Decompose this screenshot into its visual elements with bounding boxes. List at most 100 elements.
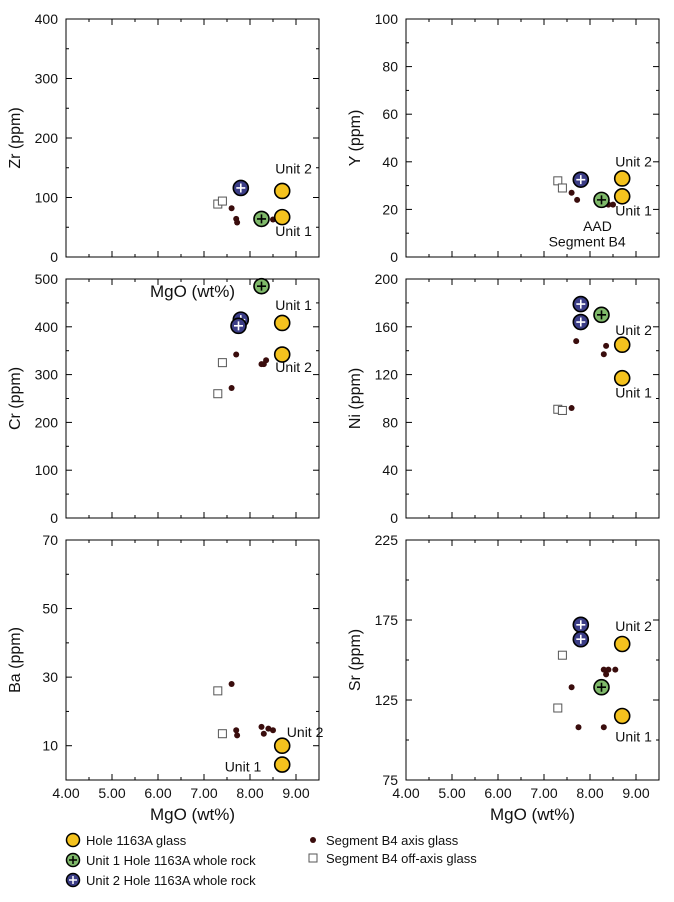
point-annotation: Unit 2 <box>287 724 324 740</box>
hole-glass-point <box>613 635 631 653</box>
x-tick-label: 6.00 <box>484 785 511 801</box>
x-tick-label: 7.00 <box>190 785 217 801</box>
axis-glass-point <box>568 189 575 196</box>
axis-glass-point <box>603 671 610 678</box>
point-annotation: Unit 1 <box>275 223 312 239</box>
hole-glass-point <box>273 208 291 226</box>
axis-glass-point <box>234 732 241 739</box>
axis-glass-point <box>270 727 276 734</box>
y-tick-label: 30 <box>42 669 58 685</box>
legend-item-unit2: Unit 2 Hole 1163A whole rock <box>64 872 256 888</box>
offaxis-glass-point <box>217 196 227 206</box>
hole-glass-point <box>273 756 291 773</box>
unit2-whole-rock-point <box>572 313 590 331</box>
y-tick-label: 200 <box>35 130 59 146</box>
offaxis-glass-point <box>557 650 567 660</box>
y-tick-label: 10 <box>42 738 58 754</box>
hole-glass-point <box>613 369 631 387</box>
x-tick-label: 9.00 <box>282 785 309 801</box>
axis-glass-point <box>612 666 619 673</box>
axis-glass-point <box>263 357 270 364</box>
y-tick-label: 40 <box>382 462 398 478</box>
unit2-whole-rock-point <box>230 317 247 335</box>
y-tick-label: 70 <box>42 532 58 548</box>
axis-glass-point <box>234 219 241 226</box>
point-annotation: AAD <box>583 218 612 234</box>
offaxis-glass-point <box>213 389 223 399</box>
y-tick-label: 120 <box>375 367 399 383</box>
plot-frame <box>65 539 320 781</box>
x-axis-label: MgO (wt%) <box>490 805 575 824</box>
y-tick-label: 300 <box>35 71 59 87</box>
axis-glass-point <box>600 666 607 673</box>
axis-glass-point <box>228 384 235 391</box>
y-tick-label: 0 <box>390 249 398 265</box>
y-tick-label: 100 <box>35 190 59 206</box>
legend-item-axis: Segment B4 axis glass <box>304 832 458 848</box>
y-tick-label: 200 <box>375 271 399 287</box>
x-tick-label: 8.00 <box>576 785 603 801</box>
y-tick-label: 80 <box>382 414 398 430</box>
legend-item-glass: Hole 1163A glass <box>64 832 186 848</box>
y-axis-label: Zr (ppm) <box>7 107 24 168</box>
axis-glass-point <box>258 723 265 730</box>
offaxis-glass-point <box>553 176 563 186</box>
point-annotation: Unit 1 <box>615 384 652 400</box>
unit1-whole-rock-point <box>253 277 270 295</box>
hole-glass-point <box>273 314 291 332</box>
y-tick-label: 200 <box>35 414 59 430</box>
axis-glass-point <box>603 342 610 349</box>
unit2-whole-rock-point <box>572 295 590 313</box>
y-tick-label: 160 <box>375 319 399 335</box>
axis-glass-point <box>568 405 575 412</box>
axis-glass-point <box>228 681 235 687</box>
y-tick-label: 125 <box>375 692 399 708</box>
axis-glass-point <box>575 724 582 731</box>
hole-glass-point <box>273 346 291 363</box>
y-axis-label: Y (ppm) <box>347 110 364 167</box>
hole-glass-point <box>613 707 631 725</box>
y-tick-label: 175 <box>375 612 399 628</box>
y-tick-label: 300 <box>35 367 59 383</box>
unit1-whole-rock-point <box>593 678 610 696</box>
axis-glass-point <box>605 666 612 673</box>
legend-label-axis: Segment B4 axis glass <box>326 832 459 848</box>
hole-glass-point <box>273 182 291 200</box>
point-annotation: Unit 1 <box>615 729 652 745</box>
x-tick-label: 6.00 <box>144 785 171 801</box>
y-tick-label: 100 <box>375 11 399 27</box>
x-tick-label: 4.00 <box>52 785 79 801</box>
point-annotation: Unit 2 <box>615 154 652 170</box>
panel-cr: 0 100 200 300 400 500 Cr (ppm) Unit 1 Unit 2 <box>7 271 320 526</box>
legend-label-offaxis: Segment B4 off-axis glass <box>326 850 477 866</box>
point-annotation: Unit 1 <box>275 297 312 313</box>
y-tick-label: 40 <box>382 154 398 170</box>
axis-glass-point <box>233 727 240 734</box>
axis-glass-point <box>574 196 581 203</box>
legend-label-unit2: Unit 2 Hole 1163A whole rock <box>86 872 256 888</box>
offaxis-glass-point <box>217 729 227 739</box>
x-tick-label: 7.00 <box>530 785 557 801</box>
hole-glass-point <box>273 737 291 755</box>
y-tick-label: 0 <box>50 510 58 526</box>
offaxis-glass-point <box>557 183 567 193</box>
x-tick-label: 9.00 <box>622 785 649 801</box>
point-annotation: Segment B4 <box>549 233 626 249</box>
panel-ni: 0 40 80 120 160 200 Ni (ppm) Unit 2 Unit 1 <box>347 271 660 526</box>
legend-glass-marker <box>65 832 81 848</box>
hole-glass-point <box>613 188 631 205</box>
y-tick-label: 20 <box>382 201 398 217</box>
offaxis-glass-point <box>217 358 227 368</box>
axis-glass-point <box>600 724 607 731</box>
y-tick-label: 400 <box>35 11 59 27</box>
axis-glass-point <box>610 201 616 208</box>
y-axis-label: Cr (ppm) <box>7 367 24 430</box>
y-tick-label: 80 <box>382 59 398 75</box>
axis-glass-point <box>573 338 580 345</box>
y-tick-label: 50 <box>42 601 58 617</box>
y-axis-label: Sr (ppm) <box>347 629 364 691</box>
legend-label-unit1: Unit 1 Hole 1163A whole rock <box>86 852 256 868</box>
x-tick-label: 5.00 <box>98 785 125 801</box>
axis-glass-point <box>260 730 267 737</box>
panel-sr: 75 125 175 225 4.00 5.00 6.00 7.00 8.00 9.00 Sr (p… <box>347 532 660 824</box>
